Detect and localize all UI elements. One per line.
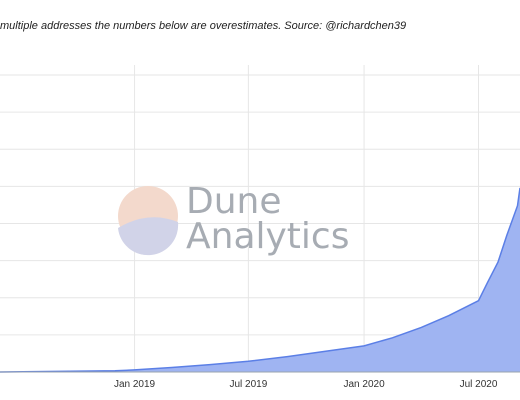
x-tick-label: Jan 2020 [343, 379, 385, 390]
chart-subtitle: multiple addresses the numbers below are… [0, 20, 407, 32]
series-line [0, 187, 520, 373]
series-area [0, 187, 520, 372]
watermark-logo-lower-icon [118, 217, 179, 256]
dune-analytics-watermark: Dune Analytics [118, 181, 349, 257]
x-tick-label: Jan 2019 [114, 379, 156, 390]
watermark-line2: Analytics [186, 216, 349, 257]
x-tick-label: Jul 2020 [460, 379, 498, 390]
x-tick-labels: Jan 2019 Jul 2019 Jan 2020 Jul 2020 [114, 379, 498, 390]
x-tick-label: Jul 2019 [229, 379, 267, 390]
series-layer [0, 187, 520, 373]
watermark-line1: Dune [186, 181, 282, 222]
